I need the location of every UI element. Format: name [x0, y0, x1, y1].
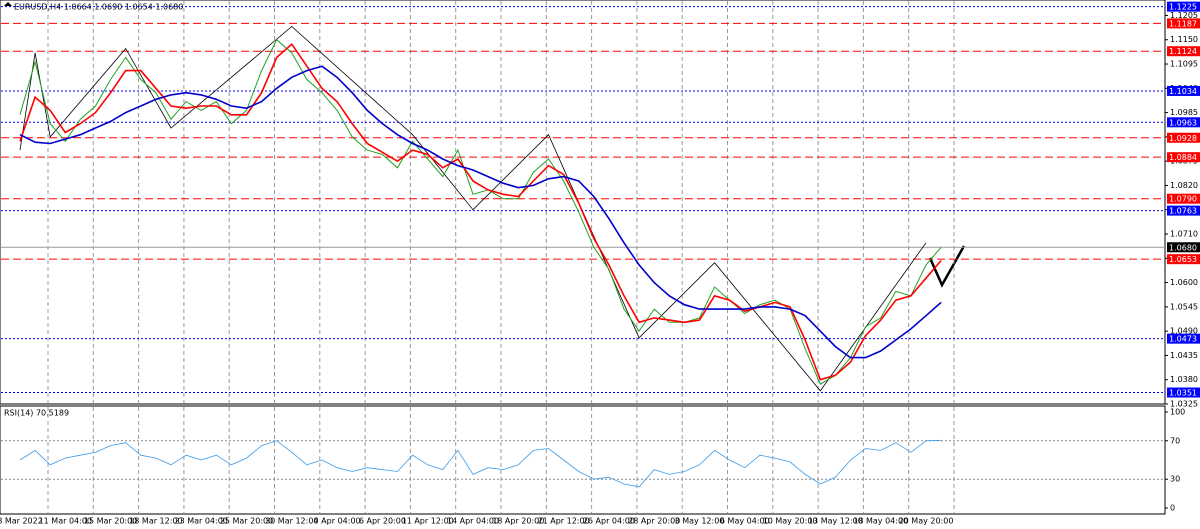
y-tick-label: 1.0380 [1170, 375, 1198, 384]
y-tick-label: 1.0820 [1170, 181, 1198, 190]
x-tick-label: 18 Apr 20:00 [492, 517, 544, 526]
y-tick-label: 1.0600 [1170, 278, 1198, 287]
x-tick-label: 6 May 04:00 [720, 517, 770, 526]
level-label: 1.0473 [1169, 335, 1197, 344]
level-label-box [1167, 193, 1200, 204]
level-label: 1.0963 [1169, 118, 1197, 127]
level-label: 1.1124 [1169, 47, 1197, 56]
x-tick-label: 10 May 20:00 [763, 517, 818, 526]
x-tick-label: 23 Mar 04:00 [174, 517, 227, 526]
x-tick-label: 3 May 12:00 [675, 517, 725, 526]
x-tick-label: 4 Apr 04:00 [314, 517, 361, 526]
x-tick-label: 25 Mar 20:00 [220, 517, 273, 526]
x-tick-label: 13 May 12:00 [808, 517, 863, 526]
x-tick-label: 26 Apr 04:00 [583, 517, 635, 526]
level-label: 1.1187 [1169, 19, 1197, 28]
level-label-box [1167, 205, 1200, 216]
y-tick-label: 1.0985 [1170, 108, 1198, 117]
level-label: 1.0653 [1169, 255, 1197, 264]
y-tick-label: 1.0545 [1170, 302, 1198, 311]
x-tick-label: 20 May 20:00 [899, 517, 954, 526]
y-tick-label: 1.0325 [1170, 400, 1198, 409]
main-panel [0, 0, 1166, 405]
level-label: 1.0790 [1169, 195, 1197, 204]
y-tick-label: 30 [1170, 475, 1180, 484]
series-line [19, 43, 942, 381]
y-tick-label: 100 [1170, 408, 1185, 417]
series-line [19, 439, 942, 488]
y-tick-label: 1.1150 [1170, 35, 1198, 44]
x-tick-label: 18 May 04:00 [853, 517, 908, 526]
level-label: 1.0680 [1169, 243, 1197, 252]
x-tick-label: 18 Mar 12:00 [129, 517, 182, 526]
series-line [19, 65, 942, 359]
x-tick-label: 21 Apr 12:00 [538, 517, 590, 526]
level-label: 1.0928 [1169, 134, 1197, 143]
level-label-box [1167, 242, 1200, 253]
series-line [19, 38, 942, 385]
symbol-icon [4, 2, 12, 6]
y-tick-label: 1.1095 [1170, 60, 1198, 69]
level-label-box [1167, 152, 1200, 163]
level-label: 1.0351 [1169, 389, 1197, 398]
level-label: 1.0884 [1169, 153, 1197, 162]
x-tick-label: 30 Mar 12:00 [265, 517, 318, 526]
level-label-box [1167, 387, 1200, 398]
x-tick-label: 28 Apr 20:00 [628, 517, 680, 526]
y-tick-label: 1.1205 [1170, 11, 1198, 20]
x-tick-label: 6 Apr 20:00 [359, 517, 406, 526]
level-label-box [1167, 132, 1200, 143]
level-label: 1.1034 [1169, 87, 1197, 96]
level-label-box [1167, 46, 1200, 57]
rsi-title: RSI(14) 70.5189 [4, 409, 69, 418]
level-label-box [1167, 85, 1200, 96]
y-tick-label: 1.0435 [1170, 351, 1198, 360]
level-label-box [1167, 18, 1200, 29]
level-label: 1.0763 [1169, 207, 1197, 216]
x-tick-label: 15 Mar 20:00 [84, 517, 137, 526]
x-tick-label: 8 Mar 2022 [0, 517, 43, 526]
x-tick-label: 11 Apr 12:00 [402, 517, 454, 526]
level-label: 1.1225 [1169, 3, 1197, 12]
y-tick-label: 0 [1170, 504, 1175, 513]
y-tick-label: 1.0490 [1170, 327, 1198, 336]
level-label-box [1167, 333, 1200, 344]
zigzag-line [19, 25, 927, 392]
x-tick-label: 14 Apr 04:00 [447, 517, 499, 526]
level-label-box [1167, 1, 1200, 12]
level-label-box [1167, 254, 1200, 265]
y-tick-label: 70 [1170, 436, 1180, 445]
rsi-panel [0, 405, 1166, 515]
x-tick-label: 11 Mar 04:00 [39, 517, 92, 526]
level-label-box [1167, 117, 1200, 128]
y-tick-label: 1.0710 [1170, 230, 1198, 239]
